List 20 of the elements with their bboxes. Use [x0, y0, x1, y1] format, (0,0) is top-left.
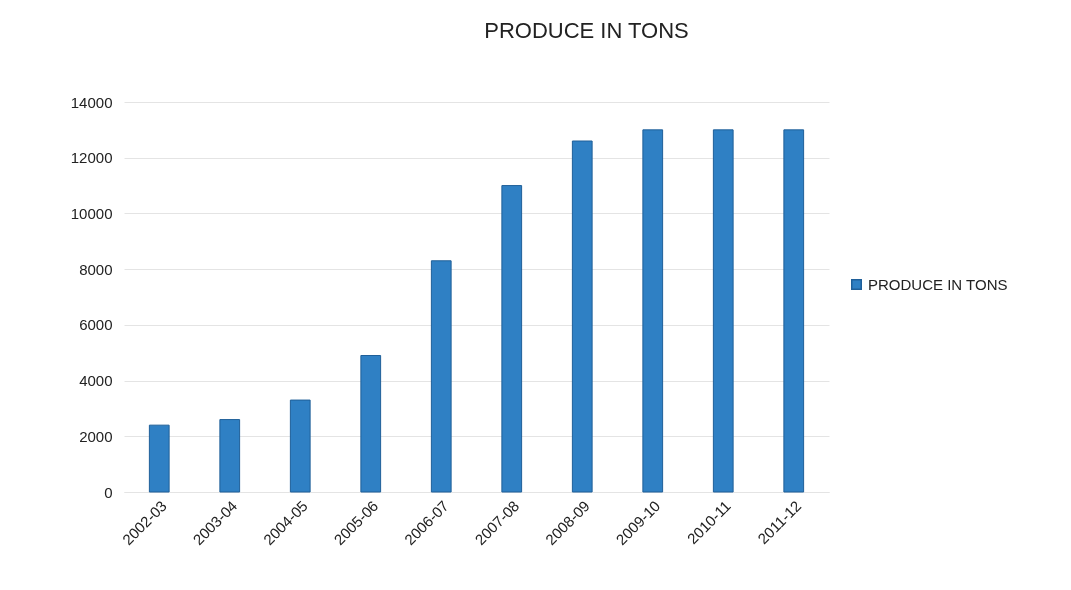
legend-label: PRODUCE IN TONS [868, 275, 1008, 293]
bar [571, 140, 593, 493]
bar [289, 399, 311, 493]
y-tick-label: 2000 [79, 427, 113, 445]
y-tick-label: 10000 [70, 204, 113, 222]
y-tick-label: 14000 [70, 93, 113, 111]
chart-title: PRODUCE IN TONS [484, 18, 689, 43]
bar [360, 355, 382, 493]
bar [148, 424, 170, 493]
y-tick-label: 8000 [79, 260, 113, 278]
bar [430, 260, 452, 493]
bar [501, 185, 523, 493]
bar [219, 419, 241, 493]
y-tick-label: 12000 [70, 149, 113, 167]
y-tick-label: 4000 [79, 372, 113, 390]
bar [712, 129, 734, 493]
y-tick-label: 6000 [79, 316, 113, 334]
bar [642, 129, 664, 493]
y-tick-label: 0 [104, 483, 113, 501]
bar [783, 129, 805, 493]
